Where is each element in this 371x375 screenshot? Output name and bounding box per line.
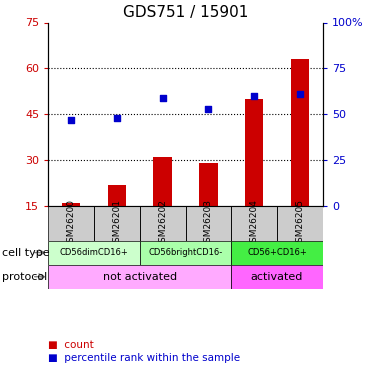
Bar: [48, 240, 140, 265]
Bar: [291, 59, 309, 206]
Bar: [94, 206, 140, 240]
Point: [297, 91, 303, 97]
Text: cell type: cell type: [2, 248, 49, 258]
Text: ■  percentile rank within the sample: ■ percentile rank within the sample: [48, 353, 240, 363]
Bar: [231, 206, 277, 240]
Text: protocol: protocol: [2, 272, 47, 282]
Point: [251, 93, 257, 99]
Bar: [231, 240, 323, 265]
Bar: [48, 206, 94, 240]
Text: GSM26203: GSM26203: [204, 199, 213, 248]
Bar: [186, 206, 231, 240]
Bar: [277, 206, 323, 240]
Bar: [62, 203, 80, 206]
Text: CD56+CD16+: CD56+CD16+: [247, 248, 307, 257]
Point: [160, 95, 165, 101]
Text: CD56dimCD16+: CD56dimCD16+: [60, 248, 128, 257]
Bar: [140, 206, 186, 240]
Bar: [231, 265, 323, 289]
Text: GSM26205: GSM26205: [295, 199, 304, 248]
Bar: [199, 163, 217, 206]
Text: ■  count: ■ count: [48, 340, 94, 350]
Text: GSM26202: GSM26202: [158, 199, 167, 248]
Bar: [245, 99, 263, 206]
Title: GDS751 / 15901: GDS751 / 15901: [123, 5, 248, 20]
Bar: [140, 240, 231, 265]
Text: GSM26201: GSM26201: [112, 199, 121, 248]
Text: not activated: not activated: [103, 272, 177, 282]
Text: CD56brightCD16-: CD56brightCD16-: [148, 248, 223, 257]
Point: [68, 117, 74, 123]
Point: [114, 115, 120, 121]
Text: activated: activated: [251, 272, 303, 282]
Bar: [48, 265, 231, 289]
Point: [206, 106, 211, 112]
Bar: [154, 157, 172, 206]
Text: GSM26204: GSM26204: [250, 199, 259, 248]
Text: GSM26200: GSM26200: [67, 199, 76, 248]
Bar: [108, 185, 126, 206]
